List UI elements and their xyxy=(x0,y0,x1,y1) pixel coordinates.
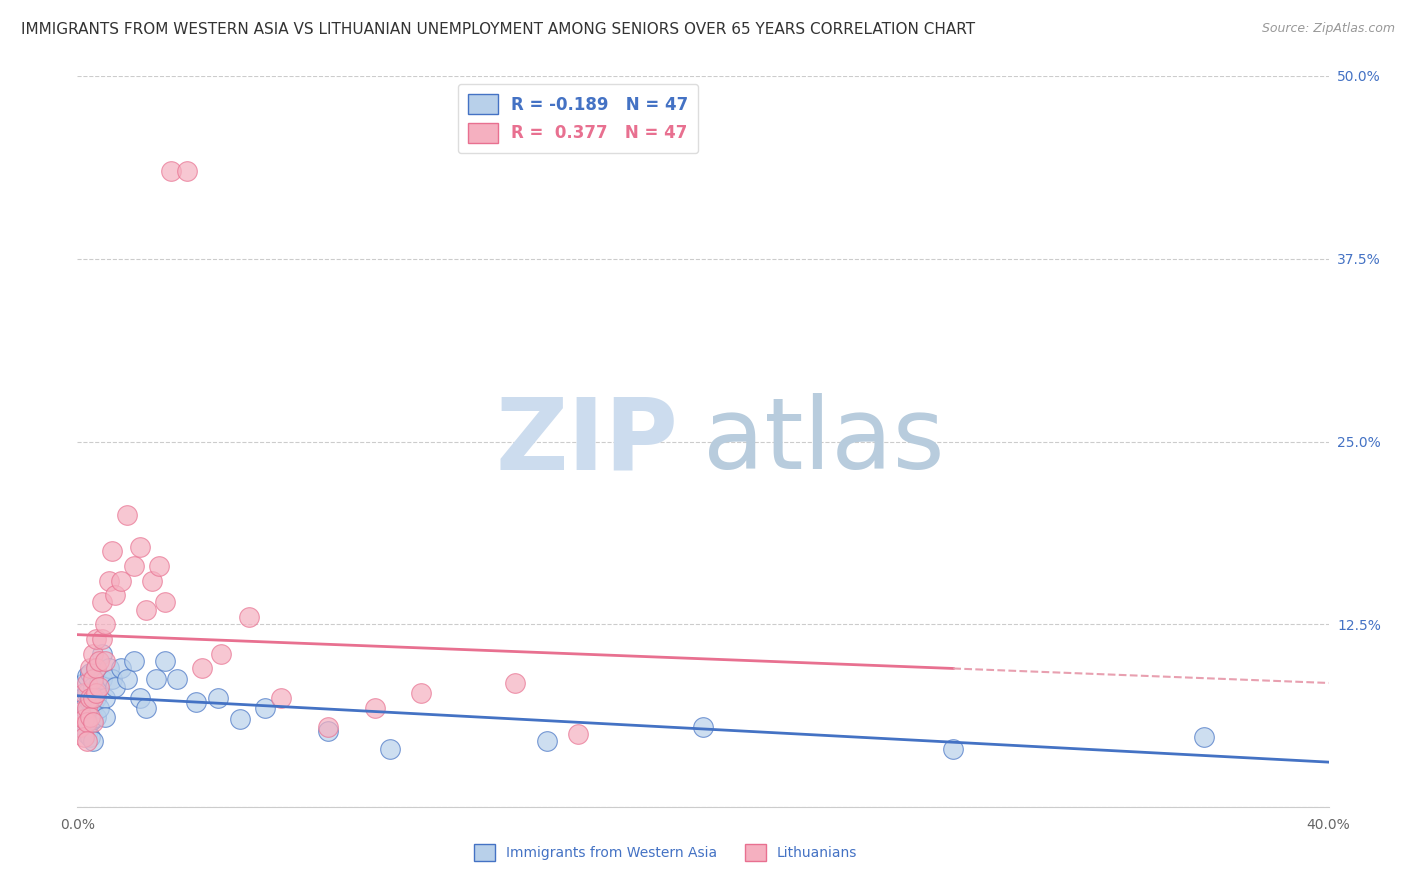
Point xyxy=(79,715,101,730)
Point xyxy=(100,544,122,558)
Point xyxy=(117,672,139,686)
Point xyxy=(110,574,132,588)
Point xyxy=(72,720,94,734)
Point xyxy=(363,700,385,714)
Point xyxy=(692,720,714,734)
Point xyxy=(79,730,101,744)
Point xyxy=(76,668,98,682)
Point xyxy=(91,632,114,646)
Point xyxy=(82,690,104,705)
Point xyxy=(79,690,101,705)
Point xyxy=(129,540,152,554)
Point xyxy=(97,661,120,675)
Point xyxy=(82,734,104,748)
Point xyxy=(82,647,104,661)
Point xyxy=(89,700,111,714)
Point xyxy=(76,727,98,741)
Point xyxy=(84,686,107,700)
Point xyxy=(160,164,183,178)
Point xyxy=(104,588,127,602)
Point xyxy=(89,654,111,668)
Point xyxy=(176,164,198,178)
Point xyxy=(253,700,276,714)
Point xyxy=(89,681,111,695)
Point xyxy=(1192,730,1215,744)
Point xyxy=(380,741,402,756)
Point xyxy=(110,661,132,675)
Point xyxy=(135,700,157,714)
Point xyxy=(76,700,98,714)
Point xyxy=(82,672,104,686)
Point xyxy=(89,676,111,690)
Point xyxy=(72,730,94,744)
Point xyxy=(72,700,94,714)
Text: Source: ZipAtlas.com: Source: ZipAtlas.com xyxy=(1261,22,1395,36)
Point xyxy=(186,695,208,709)
Point xyxy=(117,508,139,522)
Point xyxy=(97,574,120,588)
Point xyxy=(94,654,117,668)
Point xyxy=(76,734,98,748)
Point xyxy=(191,661,214,675)
Point xyxy=(122,558,145,573)
Text: atlas: atlas xyxy=(703,393,945,490)
Point xyxy=(229,713,252,727)
Point xyxy=(270,690,292,705)
Point xyxy=(69,705,91,719)
Point xyxy=(76,715,98,730)
Point xyxy=(536,734,558,748)
Point xyxy=(567,727,589,741)
Point xyxy=(153,654,176,668)
Point xyxy=(91,647,114,661)
Point xyxy=(72,676,94,690)
Point xyxy=(76,676,98,690)
Point xyxy=(141,574,163,588)
Point xyxy=(122,654,145,668)
Point xyxy=(84,632,107,646)
Point xyxy=(69,713,91,727)
Point xyxy=(209,647,232,661)
Point xyxy=(94,690,117,705)
Point xyxy=(153,595,176,609)
Point xyxy=(76,705,98,719)
Point xyxy=(69,690,91,705)
Point xyxy=(82,698,104,712)
Point xyxy=(129,690,152,705)
Point xyxy=(91,672,114,686)
Point xyxy=(145,672,167,686)
Point xyxy=(84,661,107,675)
Legend: Immigrants from Western Asia, Lithuanians: Immigrants from Western Asia, Lithuanian… xyxy=(468,838,863,866)
Point xyxy=(316,724,339,739)
Point xyxy=(100,672,122,686)
Point xyxy=(82,715,104,730)
Point xyxy=(148,558,170,573)
Point xyxy=(84,709,107,723)
Point xyxy=(79,661,101,675)
Point xyxy=(942,741,965,756)
Point xyxy=(79,665,101,680)
Point xyxy=(82,713,104,727)
Point xyxy=(84,661,107,675)
Point xyxy=(79,695,101,709)
Text: IMMIGRANTS FROM WESTERN ASIA VS LITHUANIAN UNEMPLOYMENT AMONG SENIORS OVER 65 YE: IMMIGRANTS FROM WESTERN ASIA VS LITHUANI… xyxy=(21,22,976,37)
Point xyxy=(104,681,127,695)
Point xyxy=(166,672,188,686)
Point xyxy=(84,690,107,705)
Point xyxy=(82,681,104,695)
Point xyxy=(76,686,98,700)
Point xyxy=(94,617,117,632)
Point xyxy=(135,603,157,617)
Point xyxy=(91,595,114,609)
Point xyxy=(207,690,229,705)
Point xyxy=(72,686,94,700)
Point xyxy=(316,720,339,734)
Point xyxy=(69,720,91,734)
Point xyxy=(79,709,101,723)
Point xyxy=(72,713,94,727)
Point xyxy=(94,709,117,723)
Point xyxy=(505,676,527,690)
Text: ZIP: ZIP xyxy=(495,393,678,490)
Point xyxy=(411,686,433,700)
Point xyxy=(238,610,260,624)
